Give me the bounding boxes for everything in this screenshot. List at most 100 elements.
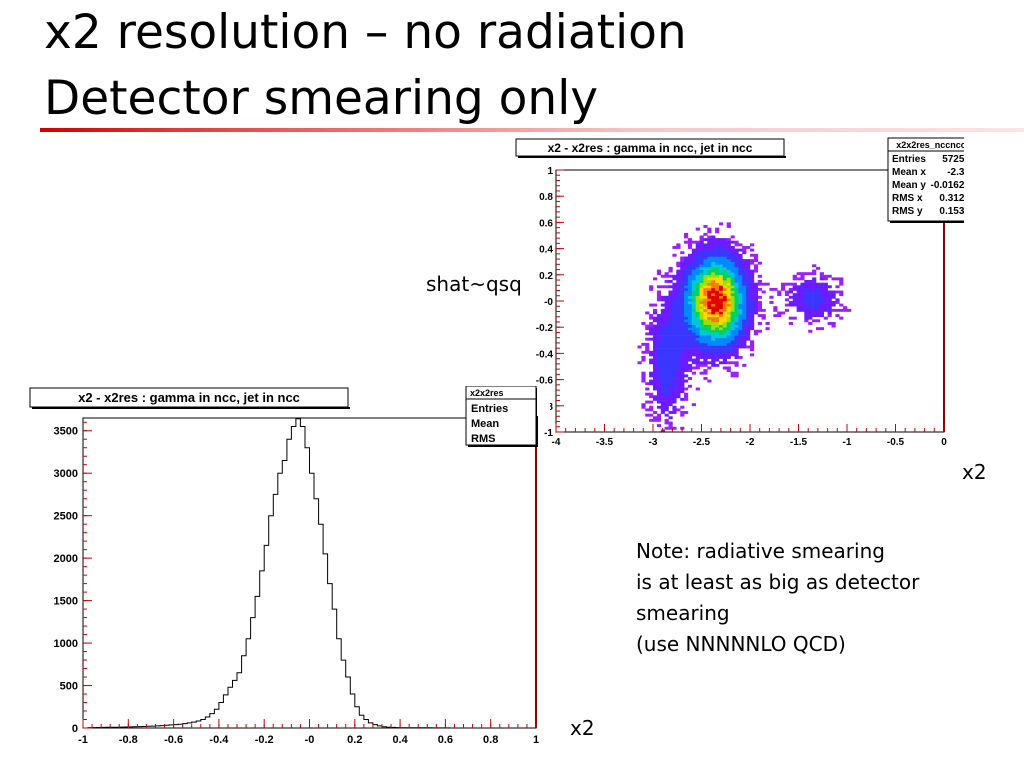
heatmap-cell: [847, 308, 852, 312]
heatmap-cell: [656, 358, 662, 362]
heatmap-cell: [715, 248, 720, 252]
heatmap-cell: [641, 379, 646, 383]
heatmap-cell: [699, 253, 704, 257]
heatmap-cell: [777, 311, 782, 315]
heatmap-cell: [730, 329, 735, 333]
heatmap-cell: [777, 314, 782, 318]
heatmap-cell: [711, 240, 716, 244]
heatmap-y-tick-label: 0.4: [539, 245, 553, 256]
heatmap-cell: [726, 253, 731, 257]
heatmap-cell: [672, 314, 677, 318]
heatmap-cell: [722, 361, 727, 365]
heatmap-cell: [719, 332, 724, 336]
heatmap-cell: [816, 308, 821, 312]
heatmap-cell: [680, 264, 685, 268]
heatmap-cell: [680, 366, 685, 370]
heatmap-cell: [695, 246, 700, 249]
heatmap-cell: [687, 243, 693, 247]
heatmap-cell: [703, 353, 708, 357]
heatmap-cell: [653, 358, 658, 362]
heatmap-cell: [680, 350, 685, 354]
heatmap-cell: [773, 287, 778, 291]
heatmap-cell: [715, 269, 720, 273]
heatmap-cell: [742, 272, 747, 276]
heatmap-cell: [753, 295, 759, 299]
heatmap-cell: [664, 274, 669, 278]
heatmap-cell: [707, 308, 712, 312]
heatmap-cell: [812, 301, 817, 304]
heatmap-cell: [664, 384, 669, 388]
heatmap-cell: [726, 287, 731, 291]
heatmap-cell: [711, 348, 716, 352]
heatmap-cell: [680, 361, 685, 365]
heatmap-cell: [664, 303, 669, 307]
heatmap-cell: [750, 287, 755, 291]
heatmap-cell: [730, 345, 735, 349]
heatmap-cell: [719, 356, 724, 359]
heatmap-cell: [703, 306, 708, 310]
heatmap-cell: [687, 337, 693, 341]
heatmap-cell: [680, 287, 685, 291]
heatmap-cell: [722, 287, 727, 291]
heatmap-cell: [715, 277, 720, 281]
heatmap-cell: [734, 324, 739, 328]
heatmap-cell: [707, 350, 712, 354]
heatmap-cell: [839, 316, 844, 320]
heatmap-cell: [823, 277, 828, 281]
y-axis-label-shat: shat~qsq: [426, 272, 522, 296]
heatmap-cell: [699, 363, 704, 367]
heatmap-stat-value: 0.3122: [939, 193, 964, 204]
heatmap-cell: [792, 274, 797, 278]
heatmap-cell: [645, 332, 650, 336]
heatmap-cell: [695, 361, 700, 365]
heatmap-cell: [676, 324, 681, 328]
heatmap-cell: [668, 353, 673, 357]
heatmap-cell: [645, 408, 650, 412]
heatmap-cell: [660, 340, 665, 344]
heatmap-cell: [781, 287, 786, 291]
heatmap-cell: [680, 272, 685, 276]
heatmap-cell: [746, 280, 751, 283]
heatmap-cell: [699, 324, 704, 328]
heatmap-cell: [726, 264, 731, 268]
heatmap-cell: [757, 282, 762, 286]
heatmap-cell: [707, 290, 712, 294]
heatmap-cell: [695, 345, 700, 349]
heatmap-cell: [757, 306, 762, 310]
heatmap-cell: [796, 301, 801, 304]
heatmap-y-tick-label: -0.2: [536, 323, 554, 334]
heatmap-cell: [703, 342, 708, 346]
heatmap-cell: [812, 272, 817, 276]
heatmap-cell: [719, 327, 724, 331]
heatmap-cell: [730, 371, 735, 375]
heatmap-cell: [719, 311, 724, 315]
heatmap-cell: [668, 426, 673, 430]
heatmap-cell: [695, 319, 700, 323]
heatmap-cell: [722, 246, 727, 249]
heatmap-cell: [653, 361, 658, 365]
heatmap-cell: [819, 314, 824, 318]
heatmap-cell: [808, 311, 813, 315]
heatmap-cell: [664, 418, 669, 422]
heatmap-cell: [649, 392, 654, 396]
heatmap-cell: [835, 290, 840, 294]
heatmap-cell: [742, 290, 747, 294]
heatmap-cell: [656, 316, 662, 320]
heatmap-cell: [687, 269, 693, 273]
heatmap-cell: [656, 379, 662, 383]
heatmap-cell: [750, 282, 755, 286]
heatmap-cell: [699, 337, 704, 341]
heatmap-cell: [707, 274, 712, 278]
heatmap-cell: [750, 314, 755, 318]
heatmap-cell: [730, 298, 735, 302]
heatmap-cell: [726, 335, 731, 339]
heatmap-cell: [664, 308, 669, 312]
heatmap-cell: [746, 322, 751, 325]
heatmap-cell: [668, 280, 673, 283]
heatmap-cell: [796, 298, 801, 302]
heatmap-cell: [719, 280, 724, 283]
heatmap-cell: [726, 277, 731, 281]
heatmap-cell: [660, 322, 665, 325]
heatmap-cell: [742, 311, 747, 315]
heatmap-cell: [750, 340, 755, 344]
